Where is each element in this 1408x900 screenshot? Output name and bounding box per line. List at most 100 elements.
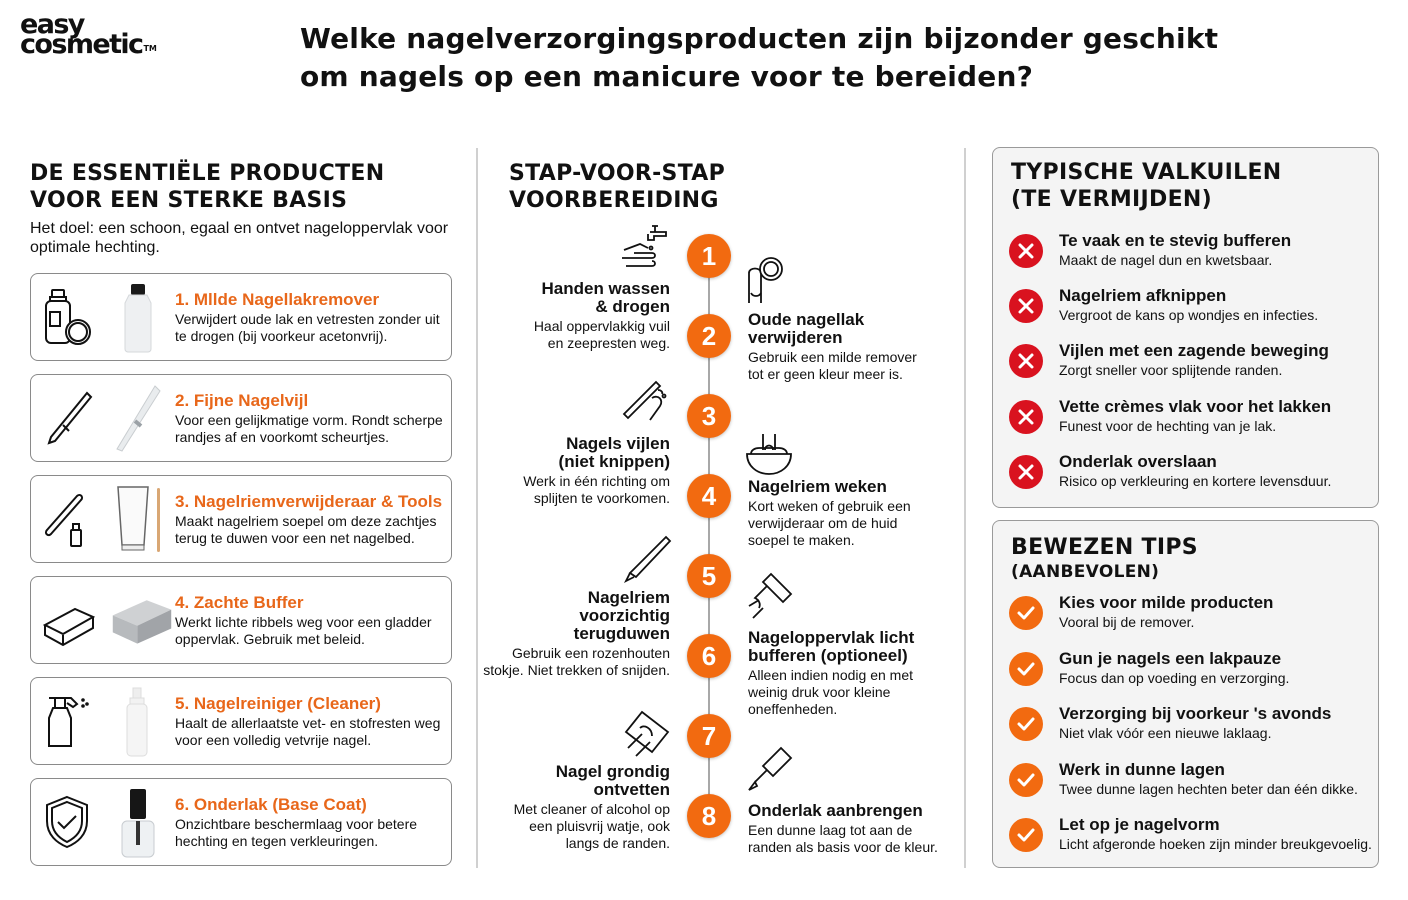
step-title: Handen wassen & drogen	[541, 279, 671, 316]
step-description: Met cleaner of alcohol op een pluisvrij …	[513, 801, 670, 851]
tips-title-line-1: BEWEZEN TIPS	[1011, 535, 1198, 560]
clear-nail-polish-bottle-photo	[121, 789, 155, 858]
column-divider-left	[476, 148, 478, 868]
pitfall-title: Te vaak en te stevig bufferen	[1059, 231, 1292, 250]
product-title: 3. Nagelriemverwijderaar & Tools	[175, 492, 443, 511]
tips-title: BEWEZEN TIPS (AANBEVOLEN)	[1011, 534, 1198, 583]
logo-line-1: easy	[20, 9, 85, 40]
tip-description: Licht afgeronde hoeken zijn minder breuk…	[1059, 836, 1372, 852]
steps-title-line-2: VOORBEREIDING	[509, 188, 719, 213]
tip-title: Kies voor milde producten	[1059, 593, 1274, 612]
tips-panel: BEWEZEN TIPS (AANBEVOLEN) Kies voor mild…	[992, 520, 1379, 868]
step-number-4: 4	[687, 474, 731, 518]
tip-title: Let op je nagelvorm	[1059, 815, 1220, 834]
buffing-nail-icon	[748, 572, 793, 619]
pitfalls-panel: TYPISCHE VALKUILEN (TE VERMIJDEN) Te vaa…	[992, 147, 1379, 508]
product-card: 1. Mllde Nagellakremover Verwijdert oude…	[30, 273, 452, 361]
product-title: 5. Nagelreiniger (Cleaner)	[175, 694, 381, 713]
tip-description: Twee dunne lagen hechten beter dan één d…	[1059, 781, 1358, 797]
products-title-line-1: DE ESSENTIËLE PRODUCTEN	[30, 161, 385, 186]
product-description: Haalt de allerlaatste vet- en stofresten…	[175, 715, 441, 748]
soaking-bowl-icon	[746, 434, 792, 475]
tip-description: Vooral bij de remover.	[1059, 614, 1195, 630]
x-circle-icon	[1009, 289, 1043, 323]
step-7-text: Nagel grondig ontvetten Met cleaner of a…	[480, 763, 670, 852]
tip-title: Verzorging bij voorkeur 's avonds	[1059, 704, 1332, 723]
step-description: Werk in één richting om splijten te voor…	[523, 473, 670, 506]
pitfalls-title-line-1: TYPISCHE VALKUILEN	[1011, 160, 1282, 185]
product-card: 6. Onderlak (Base Coat) Onzichtbare besc…	[30, 778, 452, 866]
product-description: Werkt lichte ribbels weg voor een gladde…	[175, 614, 432, 647]
finger-cotton-pad-icon	[748, 257, 783, 303]
pitfalls-title-line-2: (TE VERMIJDEN)	[1011, 187, 1212, 212]
x-circle-icon	[1009, 344, 1043, 378]
steps-section: STAP-VOOR-STAP VOORBEREIDING	[509, 160, 949, 214]
product-title: 6. Onderlak (Base Coat)	[175, 795, 367, 814]
products-intro: Het doel: een schoon, egaal en ontvet na…	[30, 220, 449, 256]
tip-title: Gun je nagels een lakpauze	[1059, 649, 1282, 668]
logo-line-2: cosmeticTM	[20, 31, 157, 58]
brand-logo: easy cosmeticTM	[20, 9, 157, 58]
step-number-3: 3	[687, 394, 731, 438]
pitfall-title: Vijlen met een zagende beweging	[1059, 341, 1329, 360]
step-number-6: 6	[687, 634, 731, 678]
pitfall-description: Zorgt sneller voor splijtende randen.	[1059, 362, 1283, 378]
product-list: 1. Mllde Nagellakremover Verwijdert oude…	[30, 273, 452, 879]
products-section: DE ESSENTIËLE PRODUCTEN VOOR EEN STERKE …	[30, 160, 452, 866]
step-number-7: 7	[687, 714, 731, 758]
product-description: Voor een gelijkmatige vorm. Rondt scherp…	[175, 412, 443, 445]
step-description: Een dunne laag tot aan de randen als bas…	[748, 822, 938, 855]
step-description: Gebruik een rozenhouten stokje. Niet tre…	[483, 645, 670, 678]
x-circle-icon	[1009, 455, 1043, 489]
product-description: Onzichtbare beschermlaag voor betere hec…	[175, 816, 418, 849]
products-section-title: DE ESSENTIËLE PRODUCTEN VOOR EEN STERKE …	[30, 160, 452, 214]
logo-word: cosmetic	[20, 29, 144, 60]
buffer-block-icon	[43, 607, 95, 647]
step-title: Nagel grondig ontvetten	[555, 762, 670, 799]
step-6-text: Nageloppervlak licht bufferen (optioneel…	[748, 629, 938, 718]
steps-section-title: STAP-VOOR-STAP VOORBEREIDING	[509, 160, 949, 214]
step-number-2: 2	[687, 314, 731, 358]
column-divider-right	[964, 148, 966, 868]
check-circle-icon	[1009, 652, 1043, 686]
wipe-nail-icon	[624, 710, 670, 757]
x-circle-icon	[1009, 234, 1043, 268]
product-card: 2. Fijne Nagelvijl Voor een gelijkmatige…	[30, 374, 452, 462]
step-number-8: 8	[687, 794, 731, 838]
product-description: Verwijdert oude lak en vetresten zonder …	[175, 311, 440, 344]
pitfalls-title: TYPISCHE VALKUILEN (TE VERMIJDEN)	[1011, 159, 1282, 213]
orange-stick-icon	[623, 535, 672, 584]
pitfall-title: Vette crèmes vlak voor het lakken	[1059, 397, 1332, 416]
step-number-5: 5	[687, 554, 731, 598]
filing-nail-icon	[622, 380, 667, 421]
product-description: Maakt nagelriem soepel om deze zachtjes …	[175, 513, 437, 546]
page-title: Welke nagelverzorgingsproducten zijn bij…	[300, 22, 1219, 93]
step-5-text: Nagelriem voorzichtig terugduwen Gebruik…	[480, 589, 670, 679]
step-title: Nagels vijlen (niet knippen)	[558, 434, 670, 471]
step-title: Oude nagellak verwijderen	[748, 310, 865, 347]
tip-description: Niet vlak vóór een nieuwe laklaag.	[1059, 725, 1272, 741]
timeline-line	[708, 255, 710, 815]
remover-bottle-cotton-pad-icon	[45, 289, 91, 345]
check-circle-icon	[1009, 707, 1043, 741]
tip-title: Werk in dunne lagen	[1059, 760, 1225, 779]
step-description: Kort weken of gebruik een verwijderaar o…	[748, 498, 911, 548]
step-2-text: Oude nagellak verwijderen Gebruik een mi…	[748, 311, 938, 383]
step-title: Onderlak aanbrengen	[748, 801, 923, 820]
cuticle-pusher-tube-icon	[44, 493, 84, 547]
pitfall-description: Risico op verkleuring en kortere levensd…	[1059, 473, 1332, 489]
steps-title-line-1: STAP-VOOR-STAP	[509, 161, 726, 186]
step-number-1: 1	[687, 234, 731, 278]
step-1-text: Handen wassen & drogen Haal oppervlakkig…	[480, 280, 670, 352]
white-spray-bottle-photo	[126, 687, 148, 757]
tip-description: Focus dan op voeding en verzorging.	[1059, 670, 1290, 686]
product-title: 4. Zachte Buffer	[175, 593, 304, 612]
spray-bottle-icon	[48, 697, 89, 747]
glass-nail-file-photo	[116, 385, 161, 452]
step-title: Nagelriem weken	[748, 477, 887, 496]
product-card: 5. Nagelreiniger (Cleaner) Haalt de alle…	[30, 677, 452, 765]
grey-buffer-block-photo	[112, 600, 172, 644]
pitfall-description: Vergroot de kans op wondjes en infecties…	[1059, 307, 1319, 323]
pitfall-description: Funest voor de hechting van je lak.	[1059, 418, 1277, 434]
x-circle-icon	[1009, 400, 1043, 434]
